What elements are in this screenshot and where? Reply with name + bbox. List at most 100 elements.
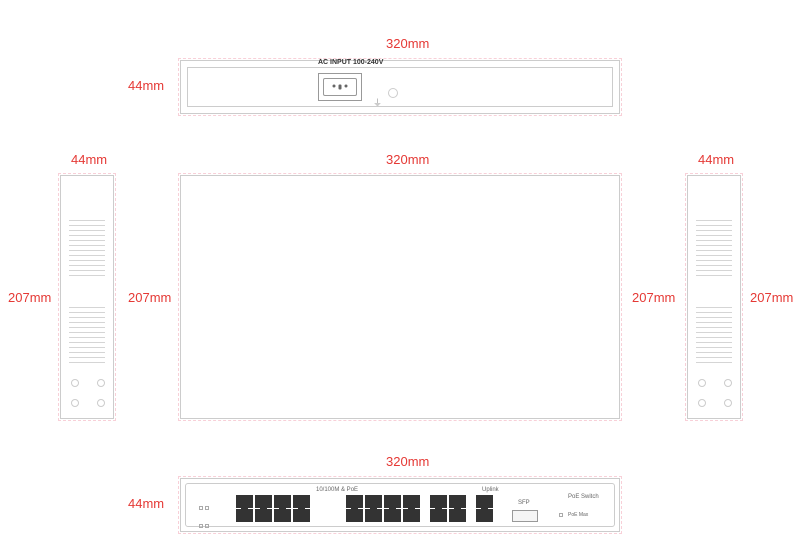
vent-line	[69, 332, 105, 334]
rj45-port	[384, 509, 401, 522]
screw-hole	[698, 379, 706, 387]
port-range-label: 10/100M & PoE	[316, 487, 358, 493]
vent-line	[69, 235, 105, 237]
rear-panel-inner: AC INPUT 100-240V ⏚	[187, 67, 613, 107]
dim-top-depth-left: 207mm	[128, 290, 171, 305]
vent-line	[69, 327, 105, 329]
vent-line	[696, 270, 732, 272]
vent-line	[69, 245, 105, 247]
vent-line	[69, 260, 105, 262]
rj45-port	[346, 509, 363, 522]
vent-line	[696, 260, 732, 262]
vent-line	[696, 250, 732, 252]
vent-line	[69, 250, 105, 252]
dim-top-width: 320mm	[386, 152, 429, 167]
rj45-pair	[403, 495, 420, 522]
vent-line	[696, 337, 732, 339]
vent-line	[696, 245, 732, 247]
vent-line	[696, 322, 732, 324]
poe-switch-label: PoE Switch	[568, 494, 599, 500]
dim-top-depth-right: 207mm	[632, 290, 675, 305]
vent-line	[696, 240, 732, 242]
poe-max-led	[559, 513, 563, 517]
screw-hole	[71, 399, 79, 407]
vent-line	[696, 230, 732, 232]
vent-line	[69, 275, 105, 277]
rj45-port	[255, 509, 272, 522]
rj45-pair	[255, 495, 272, 522]
vent-line	[69, 322, 105, 324]
screw-hole	[97, 379, 105, 387]
top-panel	[180, 175, 620, 419]
vent-group	[696, 220, 732, 277]
vent-line	[69, 362, 105, 364]
vent-line	[696, 275, 732, 277]
port-group-1	[236, 495, 318, 522]
screw-hole	[698, 399, 706, 407]
poe-max-label: PoE Max	[568, 512, 588, 518]
vent-line	[69, 352, 105, 354]
vent-group	[696, 307, 732, 364]
vent-line	[696, 342, 732, 344]
rj45-pair	[430, 495, 447, 522]
sfp-slot	[512, 510, 538, 522]
vent-group	[69, 307, 105, 364]
vent-line	[69, 230, 105, 232]
vent-line	[696, 347, 732, 349]
screw-hole	[724, 379, 732, 387]
vent-line	[69, 312, 105, 314]
rj45-pair	[384, 495, 401, 522]
ac-input-label: AC INPUT 100-240V	[318, 59, 383, 66]
screw-hole	[724, 399, 732, 407]
rj45-pair	[449, 495, 466, 522]
dim-front-width: 320mm	[386, 454, 429, 469]
rj45-port	[293, 509, 310, 522]
led-indicator-block	[198, 498, 222, 520]
vent-group	[69, 220, 105, 277]
dim-side-left-height: 207mm	[8, 290, 51, 305]
screw-hole	[71, 379, 79, 387]
front-panel: 10/100M & PoE Uplink SFP PoE Switch PoE …	[180, 478, 620, 532]
ground-screw-icon	[388, 88, 398, 98]
vent-line	[69, 342, 105, 344]
vent-line	[696, 225, 732, 227]
power-socket	[318, 73, 362, 101]
vent-line	[69, 270, 105, 272]
vent-line	[696, 307, 732, 309]
rj45-pair	[346, 495, 363, 522]
rj45-port	[449, 509, 466, 522]
vent-line	[69, 220, 105, 222]
vent-line	[69, 265, 105, 267]
vent-line	[696, 362, 732, 364]
sfp-label: SFP	[518, 500, 530, 506]
vent-line	[69, 255, 105, 257]
vent-line	[696, 352, 732, 354]
ground-icon: ⏚	[373, 96, 382, 109]
rj45-port	[274, 509, 291, 522]
rj45-port	[430, 509, 447, 522]
vent-line	[696, 220, 732, 222]
front-panel-inner: 10/100M & PoE Uplink SFP PoE Switch PoE …	[185, 483, 615, 527]
dim-rear-width: 320mm	[386, 36, 429, 51]
dim-side-right-width: 44mm	[698, 152, 734, 167]
rj45-pair	[236, 495, 253, 522]
rj45-pair	[365, 495, 382, 522]
vent-line	[696, 312, 732, 314]
uplink-label: Uplink	[482, 487, 499, 493]
side-panel-right	[687, 175, 741, 419]
vent-line	[696, 235, 732, 237]
rj45-pair	[274, 495, 291, 522]
uplink-ports	[476, 495, 493, 522]
vent-line	[69, 307, 105, 309]
side-panel-left	[60, 175, 114, 419]
dim-rear-height: 44mm	[128, 78, 164, 93]
rj45-pair	[293, 495, 310, 522]
vent-line	[69, 357, 105, 359]
vent-line	[69, 317, 105, 319]
vent-line	[69, 347, 105, 349]
vent-line	[696, 357, 732, 359]
vent-line	[69, 240, 105, 242]
vent-line	[69, 225, 105, 227]
dim-side-left-width: 44mm	[71, 152, 107, 167]
vent-line	[696, 255, 732, 257]
